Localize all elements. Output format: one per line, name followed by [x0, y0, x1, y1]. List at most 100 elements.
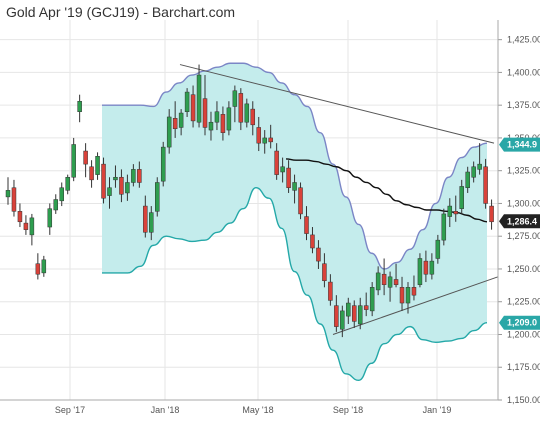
candle-body — [435, 239, 441, 259]
band-value-badge: 1,209.0 — [499, 315, 540, 330]
candle-body — [178, 112, 184, 128]
candle-down — [393, 263, 399, 288]
candle-down — [304, 206, 309, 241]
y-tick-label: 1,175.000 — [507, 362, 540, 372]
candle-body — [214, 111, 220, 123]
candle-up — [71, 137, 76, 182]
candle-down — [23, 215, 29, 235]
lower-band-line — [101, 187, 488, 382]
candle-body — [453, 211, 458, 215]
candle-down — [316, 240, 321, 269]
candle-up — [184, 88, 190, 117]
candle-up — [166, 109, 172, 154]
candle-body — [352, 305, 357, 322]
candle-up — [346, 297, 351, 324]
candle-down — [274, 143, 279, 180]
candle-body — [322, 263, 327, 282]
candle-body — [65, 176, 70, 191]
candle-body — [423, 260, 429, 275]
candle-down — [89, 160, 94, 188]
candle-down — [11, 179, 17, 217]
candle-down — [489, 199, 494, 230]
candle-body — [417, 258, 423, 285]
x-tick-label: Sep '18 — [333, 405, 363, 415]
candle-body — [101, 163, 106, 199]
band-value-badge: 1,344.9 — [499, 137, 540, 152]
candle-down — [483, 158, 488, 209]
candle-body — [387, 276, 393, 288]
candle-body — [274, 150, 279, 175]
candle-body — [89, 166, 94, 181]
badge-shape — [499, 214, 540, 229]
candle-body — [304, 216, 309, 234]
candle-up — [357, 297, 363, 330]
candle-body — [41, 259, 47, 274]
bollinger-bands — [101, 62, 488, 382]
candle-body — [95, 156, 100, 175]
candle-down — [256, 116, 261, 152]
candle-up — [459, 179, 464, 214]
candle-body — [17, 211, 23, 223]
y-tick-label: 1,275.000 — [507, 231, 540, 241]
candle-body — [429, 260, 435, 275]
y-tick-label: 1,200.000 — [507, 329, 540, 339]
candle-body — [357, 305, 363, 325]
candle-up — [465, 166, 470, 193]
candle-body — [119, 176, 124, 195]
candle-body — [471, 166, 476, 178]
candle-up — [244, 98, 250, 128]
badge-value: 1,209.0 — [507, 318, 537, 328]
candle-body — [220, 114, 226, 133]
candle-up — [477, 143, 482, 175]
candle-body — [405, 287, 411, 304]
candle-down — [220, 106, 226, 141]
candle-up — [471, 161, 476, 183]
candle-up — [5, 177, 11, 205]
candle-body — [250, 108, 256, 126]
y-tick-label: 1,425.000 — [507, 35, 540, 45]
candle-down — [172, 101, 178, 138]
candle-up — [280, 157, 285, 183]
candle-down — [453, 195, 458, 222]
candle-body — [477, 163, 482, 170]
candle-down — [286, 160, 291, 193]
candle-down — [352, 300, 357, 328]
candle-body — [190, 94, 196, 122]
candle-up — [226, 101, 232, 136]
candle-body — [375, 272, 381, 291]
candle-body — [298, 187, 303, 215]
candle-body — [465, 171, 470, 188]
candle-body — [113, 176, 118, 181]
y-tick-label: 1,300.000 — [507, 198, 540, 208]
candle-down — [381, 258, 387, 296]
candle-down — [17, 203, 23, 228]
candlesticks — [5, 64, 494, 338]
candle-body — [268, 137, 273, 143]
candle-up — [113, 165, 118, 188]
candle-body — [328, 281, 333, 301]
y-tick-label: 1,250.000 — [507, 264, 540, 274]
candle-up — [155, 177, 160, 217]
candle-body — [196, 74, 202, 123]
y-tick-label: 1,225.000 — [507, 297, 540, 307]
candle-down — [298, 182, 303, 220]
candle-up — [375, 266, 381, 296]
badge-value: 1,344.9 — [507, 140, 537, 150]
candle-body — [59, 187, 64, 202]
candle-up — [41, 255, 47, 277]
candle-body — [447, 205, 453, 217]
candle-up — [29, 213, 35, 246]
candle-body — [35, 263, 41, 275]
candle-body — [172, 118, 178, 130]
candle-up — [417, 253, 423, 288]
badge-shape — [499, 137, 540, 152]
candle-up — [447, 198, 453, 228]
candle-body — [310, 234, 315, 249]
chart-title: Gold Apr '19 (GCJ19) - Barchart.com — [6, 4, 236, 20]
y-tick-label: 1,150.000 — [507, 395, 540, 405]
candle-body — [226, 107, 232, 131]
candle-up — [59, 182, 64, 207]
candle-body — [316, 247, 321, 262]
candle-down — [334, 295, 339, 332]
candle-body — [47, 208, 53, 228]
